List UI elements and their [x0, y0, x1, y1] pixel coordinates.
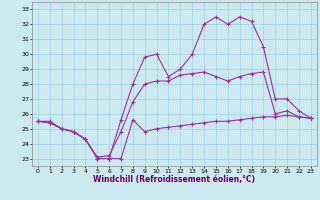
X-axis label: Windchill (Refroidissement éolien,°C): Windchill (Refroidissement éolien,°C): [93, 175, 255, 184]
